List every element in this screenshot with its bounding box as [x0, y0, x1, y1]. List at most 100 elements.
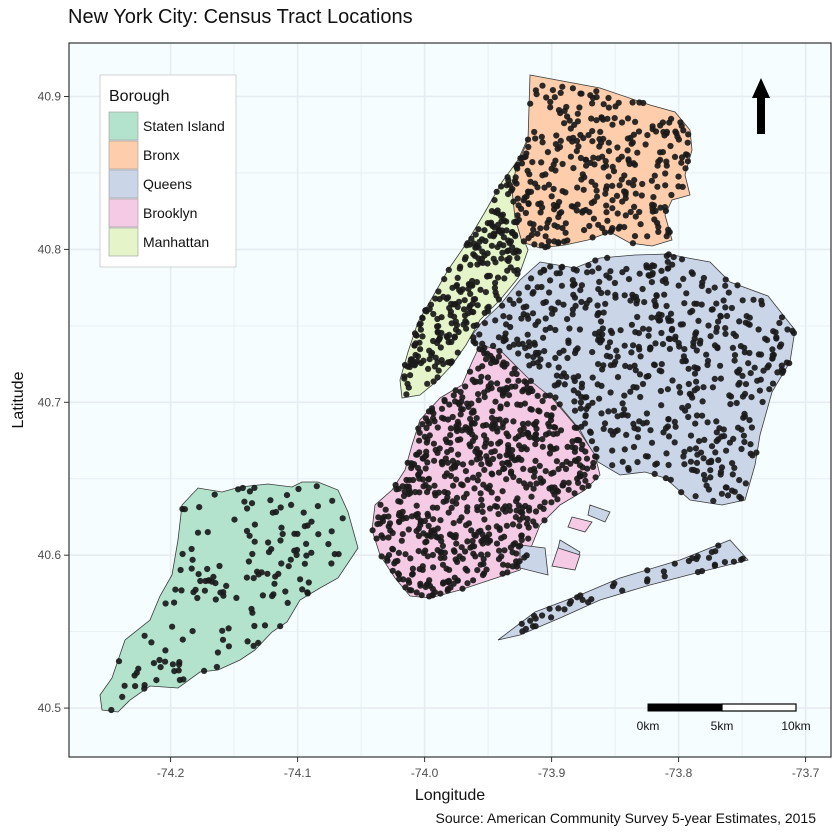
census-tract-point: [592, 257, 599, 264]
census-tract-point: [516, 477, 523, 484]
census-tract-point: [766, 386, 773, 393]
census-tract-point: [629, 99, 636, 106]
census-tract-point: [485, 537, 492, 544]
census-tract-point: [633, 300, 640, 307]
census-tract-point: [721, 559, 729, 566]
census-tract-point: [217, 589, 224, 596]
census-tract-point: [546, 216, 553, 223]
census-tract-point: [436, 335, 443, 342]
census-tract-point: [694, 553, 701, 560]
census-tract-point: [722, 282, 729, 289]
census-tract-point: [756, 387, 764, 394]
census-tract-point: [490, 342, 497, 349]
census-tract-point: [470, 550, 477, 557]
census-tract-point: [659, 119, 667, 126]
census-tract-point: [602, 300, 609, 307]
census-tract-point: [475, 471, 482, 478]
census-tract-point: [593, 187, 600, 194]
census-tract-point: [417, 320, 424, 327]
census-tract-point: [577, 399, 585, 406]
census-tract-point: [493, 416, 500, 423]
census-tract-point: [722, 325, 729, 332]
census-tract-point: [542, 315, 549, 322]
census-tract-point: [503, 476, 510, 483]
census-tract-point: [525, 143, 532, 151]
census-tract-point: [604, 115, 611, 122]
census-tract-point: [745, 360, 752, 367]
census-tract-point: [643, 262, 650, 269]
census-tract-point: [730, 558, 738, 565]
census-tract-point: [518, 620, 525, 627]
census-tract-point: [705, 322, 712, 329]
census-tract-point: [588, 438, 596, 445]
census-tract-point: [401, 375, 408, 382]
census-tract-point: [654, 183, 661, 190]
census-tract-point: [538, 159, 545, 166]
y-tick-label: 40.9: [38, 90, 62, 104]
borough-staten-island[interactable]: [99, 481, 359, 713]
census-tract-point: [590, 215, 598, 222]
census-tract-point: [572, 347, 580, 354]
census-tract-point: [606, 339, 614, 346]
census-tract-point: [627, 297, 634, 304]
census-tract-point: [555, 364, 562, 371]
census-tract-point: [436, 445, 443, 452]
census-tract-point: [566, 117, 573, 124]
census-tract-point: [510, 300, 517, 307]
census-tract-point: [493, 292, 500, 299]
census-tract-point: [603, 272, 610, 279]
census-tract-point: [595, 337, 602, 344]
census-tract-point: [532, 87, 540, 94]
census-tract-point: [402, 584, 409, 591]
census-tract-point: [542, 392, 549, 399]
census-tract-point: [503, 227, 510, 234]
census-tract-point: [576, 104, 583, 111]
census-tract-point: [497, 212, 505, 220]
census-tract-point: [621, 342, 628, 349]
legend-label: Brooklyn: [143, 205, 197, 221]
census-tract-point: [578, 384, 585, 391]
census-tract-point: [641, 299, 648, 306]
census-tract-point: [385, 534, 392, 541]
census-tract-point: [434, 323, 441, 330]
census-tract-point: [644, 233, 651, 240]
census-tract-point: [452, 318, 459, 325]
census-tract-point: [585, 132, 592, 139]
census-tract-point: [676, 343, 683, 350]
census-tract-point: [547, 98, 554, 105]
census-tract-point: [532, 457, 539, 464]
census-tract-point: [565, 486, 572, 493]
census-tract-point: [405, 483, 412, 490]
census-tract-point: [479, 508, 486, 515]
census-tract-point: [581, 394, 588, 401]
census-tract-point: [643, 373, 650, 380]
census-tract-point: [430, 527, 437, 534]
census-tract-point: [552, 326, 559, 334]
census-tract-point: [414, 353, 422, 360]
census-tract-point: [437, 533, 444, 541]
census-tract-point: [476, 331, 483, 338]
census-tract-point: [651, 297, 658, 305]
census-tract-point: [506, 503, 513, 510]
census-tract-point: [489, 455, 497, 463]
census-tract-point: [669, 377, 676, 384]
census-tract-point: [687, 458, 695, 465]
census-tract-point: [751, 364, 758, 371]
census-tract-point: [631, 233, 639, 240]
census-tract-point: [663, 302, 670, 310]
census-tract-point: [760, 367, 767, 374]
census-tract-point: [473, 243, 480, 250]
census-tract-point: [454, 460, 461, 467]
census-tract-point: [619, 400, 626, 407]
census-tract-point: [537, 200, 544, 207]
census-tract-point: [570, 374, 577, 381]
census-tract-point: [708, 457, 715, 464]
census-tract-point: [711, 562, 719, 569]
census-tract-point: [515, 341, 522, 348]
census-tract-point: [492, 259, 499, 266]
census-tract-point: [718, 490, 726, 497]
census-tract-point: [589, 463, 597, 470]
census-tract-point: [438, 314, 445, 321]
census-tract-point: [625, 179, 632, 186]
census-tract-point: [521, 554, 528, 561]
